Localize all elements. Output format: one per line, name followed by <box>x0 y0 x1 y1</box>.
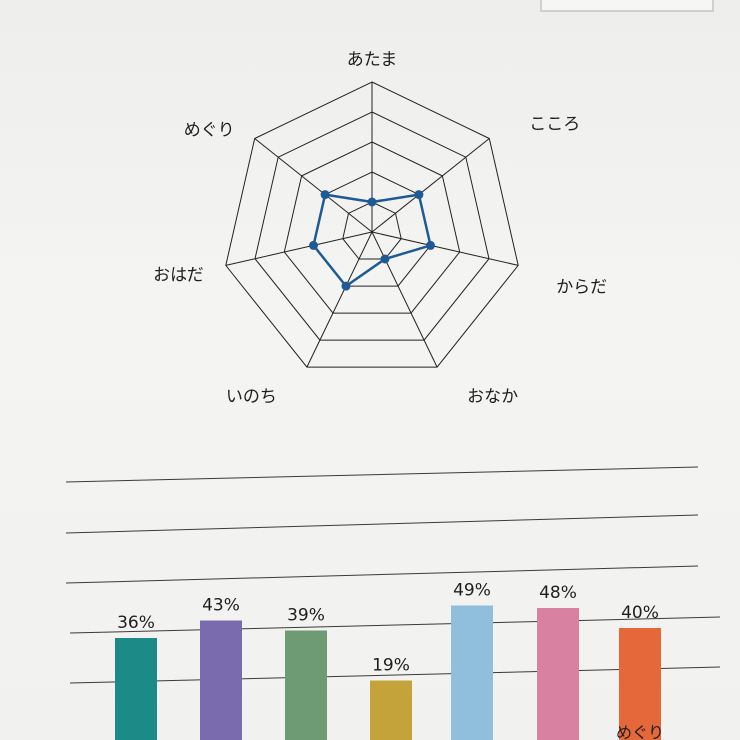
radar-grid-ring <box>225 81 519 368</box>
radar-spoke <box>371 231 438 368</box>
bar-value-label: 19% <box>372 656 410 676</box>
radar-grid-ring <box>254 111 490 341</box>
ruled-line <box>69 616 721 634</box>
bar-value-label: 49% <box>453 581 491 601</box>
bar <box>451 605 493 740</box>
bar <box>115 638 157 740</box>
bar-chart: 36% 43% 39% 19% 49% 48% 40% めぐり <box>65 466 721 740</box>
radar-point <box>320 190 330 200</box>
ruled-line <box>69 666 721 684</box>
ruled-line <box>65 514 699 534</box>
radar-points <box>309 190 435 291</box>
radar-spokes <box>225 82 519 368</box>
radar-axis-label: めぐり <box>184 121 235 141</box>
radar-axis-label: おなか <box>467 387 518 407</box>
radar-point <box>341 281 351 291</box>
corner-frame <box>540 0 714 12</box>
radar-spoke <box>225 231 373 266</box>
radar-spoke <box>371 138 490 233</box>
radar-point <box>380 254 390 264</box>
bar-value-label: 40% <box>621 603 659 623</box>
radar-point <box>426 240 435 250</box>
bar-value-labels: 36% 43% 39% 19% 49% 48% 40% <box>117 581 659 676</box>
radar-spoke <box>371 231 519 266</box>
ruled-line <box>65 565 699 584</box>
ruled-line <box>65 466 699 483</box>
bars <box>115 605 661 740</box>
radar-spoke <box>306 231 373 368</box>
bar-value-label: 43% <box>202 596 240 616</box>
radar-grid-ring <box>283 141 461 314</box>
bar <box>200 620 242 740</box>
radar-axis-label: いのち <box>226 387 277 407</box>
bar <box>285 630 327 740</box>
radar-point <box>414 190 424 200</box>
bar-value-label: 48% <box>539 583 577 603</box>
radar-axis-label: あたま <box>347 50 398 70</box>
bar-category-labels: めぐり <box>616 723 664 740</box>
radar-point <box>309 240 318 250</box>
radar-axis-label: からだ <box>556 277 607 297</box>
radar-grid-ring <box>342 201 402 260</box>
bar <box>537 608 579 740</box>
bar-value-label: 39% <box>287 606 325 626</box>
bar-value-label: 36% <box>117 613 155 633</box>
radar-point <box>367 197 377 207</box>
bar-category-label: めぐり <box>616 723 664 740</box>
bar <box>619 628 661 740</box>
bar <box>370 680 412 740</box>
radar-series-line <box>312 193 432 288</box>
ruled-lines <box>65 466 721 684</box>
radar-spoke <box>254 138 373 233</box>
radar-axis-label: おはだ <box>153 265 204 285</box>
radar-axis-label: こころ <box>529 115 580 135</box>
